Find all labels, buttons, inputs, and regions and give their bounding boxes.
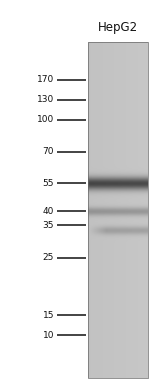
Text: 25: 25 xyxy=(43,253,54,263)
Text: 55: 55 xyxy=(42,179,54,187)
Text: 130: 130 xyxy=(37,96,54,104)
Text: 70: 70 xyxy=(42,147,54,157)
Text: 170: 170 xyxy=(37,76,54,84)
Text: HepG2: HepG2 xyxy=(98,22,138,35)
Text: 10: 10 xyxy=(42,331,54,339)
Text: 40: 40 xyxy=(43,207,54,215)
Text: 100: 100 xyxy=(37,116,54,124)
Bar xyxy=(88,42,148,378)
Text: 15: 15 xyxy=(42,311,54,319)
Text: 35: 35 xyxy=(42,220,54,230)
